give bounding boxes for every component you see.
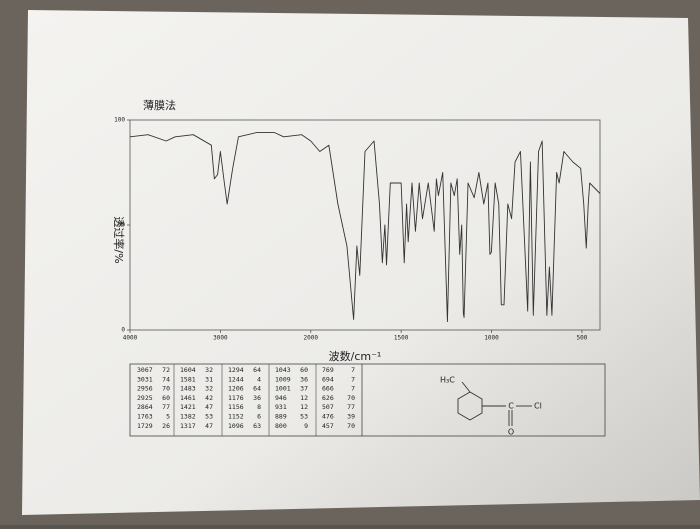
peak-wavenumber: 694	[322, 375, 334, 383]
peak-wavenumber: 626	[322, 394, 334, 402]
peak-wavenumber: 889	[275, 413, 287, 421]
y-axis-label: 透过率/%	[112, 216, 126, 263]
peak-transmittance: 8	[257, 403, 261, 411]
peak-transmittance: 47	[205, 403, 213, 411]
x-tick-label: 4000	[123, 335, 138, 342]
peak-wavenumber: 1009	[275, 375, 291, 383]
peak-transmittance: 74	[162, 375, 170, 383]
peak-transmittance: 36	[300, 375, 308, 383]
peak-transmittance: 60	[162, 394, 170, 402]
x-tick-label: 2000	[304, 335, 319, 342]
peak-wavenumber: 946	[275, 394, 287, 402]
peak-transmittance: 32	[205, 385, 213, 393]
peak-transmittance: 47	[205, 422, 213, 430]
peak-transmittance: 70	[162, 385, 170, 393]
peak-wavenumber: 1317	[180, 422, 196, 430]
y-tick-label: 50	[118, 222, 126, 229]
x-tick-label: 1000	[484, 335, 499, 342]
peak-wavenumber: 3067	[137, 366, 153, 374]
peak-wavenumber: 1176	[228, 394, 244, 402]
peak-wavenumber: 1096	[228, 422, 244, 430]
peak-transmittance: 63	[253, 422, 261, 430]
structure-label: H₃C	[440, 376, 455, 385]
peak-transmittance: 6	[257, 413, 261, 421]
peak-transmittance: 77	[162, 403, 170, 411]
peak-wavenumber: 931	[275, 403, 287, 411]
peak-transmittance: 70	[347, 394, 355, 402]
peak-wavenumber: 3031	[137, 375, 153, 383]
y-tick-label: 100	[114, 117, 125, 124]
peak-transmittance: 64	[253, 366, 261, 374]
peak-wavenumber: 1001	[275, 385, 291, 393]
peak-transmittance: 5	[166, 413, 170, 421]
peak-transmittance: 60	[300, 366, 308, 374]
peak-transmittance: 7	[351, 366, 355, 374]
peak-wavenumber: 1156	[228, 403, 244, 411]
peak-wavenumber: 1461	[180, 394, 196, 402]
peak-transmittance: 72	[162, 366, 170, 374]
peak-wavenumber: 476	[322, 413, 334, 421]
x-axis-label: 波数/cm⁻¹	[329, 350, 382, 363]
peak-transmittance: 36	[253, 394, 261, 402]
peak-transmittance: 4	[257, 375, 261, 383]
peak-wavenumber: 1206	[228, 385, 244, 393]
peak-wavenumber: 1763	[137, 413, 153, 421]
peak-wavenumber: 1729	[137, 422, 153, 430]
y-tick-label: 0	[121, 327, 125, 334]
peak-wavenumber: 1043	[275, 366, 291, 374]
x-tick-label: 500	[577, 335, 588, 342]
structure-label: O	[508, 428, 514, 437]
peak-transmittance: 12	[300, 403, 308, 411]
peak-wavenumber: 666	[322, 385, 334, 393]
peak-wavenumber: 2925	[137, 394, 153, 402]
x-tick-label: 3000	[213, 335, 228, 342]
spectrum-line	[129, 132, 601, 323]
peak-transmittance: 12	[300, 394, 308, 402]
peak-transmittance: 64	[253, 385, 261, 393]
peak-transmittance: 39	[347, 413, 355, 421]
peak-transmittance: 26	[162, 422, 170, 430]
structure-label: C	[508, 402, 514, 411]
peak-wavenumber: 2956	[137, 385, 153, 393]
x-tick-label: 1500	[394, 335, 409, 342]
paper	[22, 10, 700, 515]
peak-transmittance: 53	[300, 413, 308, 421]
chart-title: 薄膜法	[143, 98, 176, 112]
peak-wavenumber: 1294	[228, 366, 244, 374]
peak-wavenumber: 1244	[228, 375, 244, 383]
peak-transmittance: 37	[300, 385, 308, 393]
peak-wavenumber: 457	[322, 422, 334, 430]
peak-wavenumber: 1483	[180, 385, 196, 393]
peak-transmittance: 42	[205, 394, 213, 402]
peak-transmittance: 7	[351, 375, 355, 383]
peak-transmittance: 70	[347, 422, 355, 430]
peak-transmittance: 9	[304, 422, 308, 430]
peak-transmittance: 53	[205, 413, 213, 421]
peak-wavenumber: 1152	[228, 413, 244, 421]
structure	[457, 381, 532, 426]
table-frame	[129, 363, 606, 437]
peak-wavenumber: 800	[275, 422, 287, 430]
peak-transmittance: 32	[205, 366, 213, 374]
peak-transmittance: 77	[347, 403, 355, 411]
peak-wavenumber: 507	[322, 403, 334, 411]
structure-label: Cl	[534, 402, 542, 411]
peak-wavenumber: 1382	[180, 413, 196, 421]
peak-wavenumber: 1581	[180, 375, 196, 383]
peak-transmittance: 7	[351, 385, 355, 393]
peak-wavenumber: 1421	[180, 403, 196, 411]
peak-wavenumber: 2864	[137, 403, 153, 411]
peak-wavenumber: 1604	[180, 366, 196, 374]
peak-wavenumber: 769	[322, 366, 334, 374]
peak-transmittance: 31	[205, 375, 213, 383]
